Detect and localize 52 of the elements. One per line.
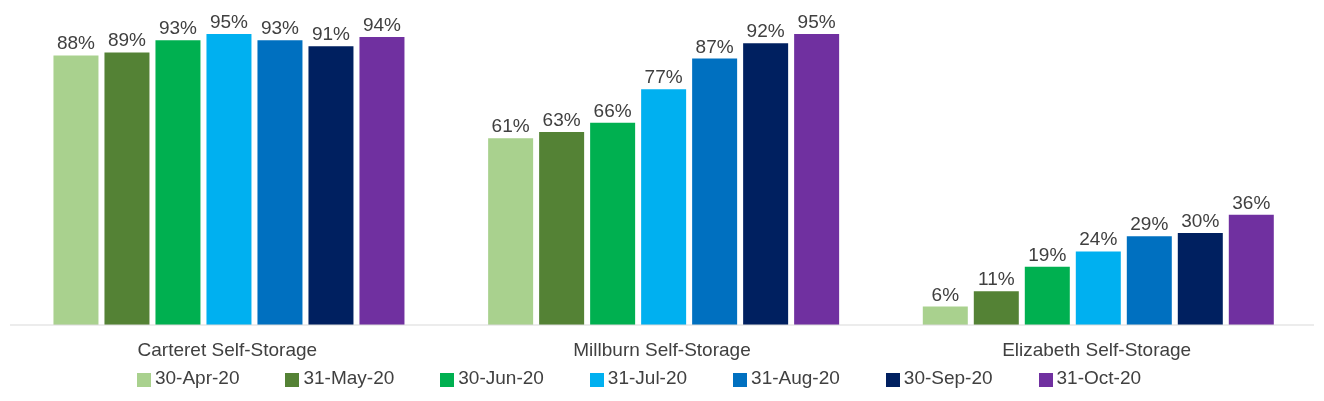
bar (539, 132, 585, 325)
bar (257, 40, 303, 325)
bar (1126, 236, 1172, 325)
x-tick-label: Carteret Self-Storage (137, 339, 318, 361)
data-label: 77% (644, 66, 683, 88)
data-label: 95% (209, 11, 249, 32)
data-label: 19% (1028, 243, 1067, 265)
bar (359, 37, 405, 325)
data-label: 36% (1232, 191, 1271, 213)
data-label: 93% (158, 17, 198, 39)
bar (692, 58, 738, 325)
x-tick-label: Elizabeth Self-Storage (1002, 339, 1192, 361)
data-label: 11% (977, 268, 1015, 290)
legend-label: 30-Sep-20 (903, 367, 993, 388)
legend-label: 31-Jul-20 (607, 367, 688, 388)
bar (53, 55, 99, 325)
bar (794, 34, 840, 325)
legend-label: 30-Apr-20 (154, 367, 240, 388)
bar (590, 122, 636, 325)
legend-label: 31-Aug-20 (751, 367, 840, 388)
data-label: 66% (593, 99, 632, 121)
data-label: 29% (1130, 213, 1169, 235)
bar (1228, 214, 1274, 325)
bar (488, 138, 534, 325)
legend-label: 31-May-20 (303, 367, 395, 388)
data-label: 61% (491, 115, 530, 137)
bar (1075, 251, 1121, 325)
bar (1177, 233, 1223, 325)
data-label: 63% (542, 109, 581, 131)
data-label: 91% (311, 23, 351, 45)
data-label: 88% (56, 32, 96, 54)
bar (743, 43, 789, 325)
bar (155, 40, 201, 325)
data-label: 24% (1079, 228, 1118, 250)
bar (308, 46, 354, 325)
data-label: 92% (746, 20, 785, 42)
legend-label: 31-Oct-20 (1056, 367, 1142, 388)
legend-label: 30-Jun-20 (458, 367, 544, 388)
data-label: 6% (931, 283, 960, 305)
bar (104, 52, 150, 325)
data-label: 93% (260, 17, 300, 39)
bar (922, 306, 968, 325)
bar (641, 89, 687, 325)
bar (206, 34, 252, 325)
bar (973, 291, 1019, 325)
data-label: 87% (695, 35, 734, 57)
data-label: 30% (1181, 210, 1220, 232)
x-tick-label: Millburn Self-Storage (573, 339, 751, 361)
data-label: 95% (797, 11, 836, 32)
bar (1024, 266, 1070, 325)
data-label: 89% (107, 29, 147, 51)
data-label: 94% (362, 14, 402, 36)
